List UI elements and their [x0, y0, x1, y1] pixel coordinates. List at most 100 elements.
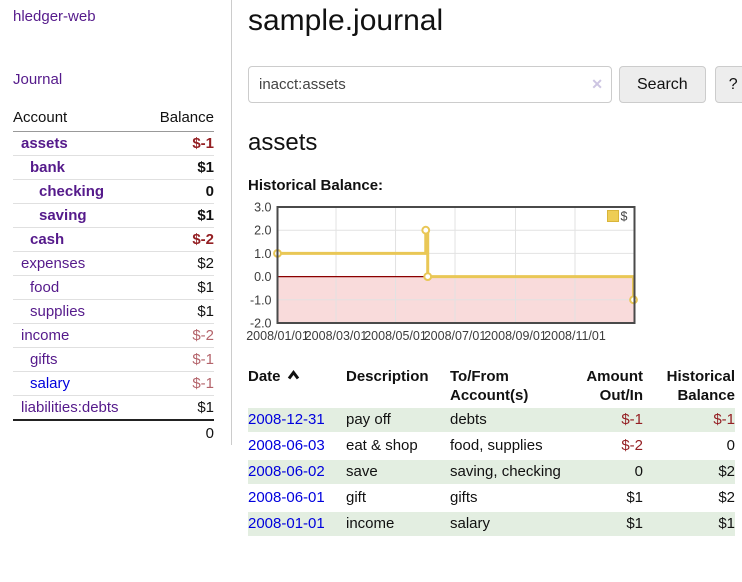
- transaction-row: 2008-01-01 income salary $1 $1: [248, 512, 735, 536]
- transaction-date-link[interactable]: 2008-06-03: [248, 437, 325, 454]
- transaction-description: pay off: [346, 408, 450, 432]
- account-row: supplies $1: [13, 299, 214, 324]
- search-input[interactable]: [248, 66, 612, 103]
- account-row: saving $1: [13, 203, 214, 228]
- svg-text:3.0: 3.0: [254, 201, 271, 215]
- help-button[interactable]: ?: [714, 66, 742, 103]
- account-balance: $-2: [159, 323, 214, 348]
- account-row: liabilities:debts $1: [13, 395, 214, 421]
- svg-text:2008/01/01: 2008/01/01: [246, 329, 309, 343]
- account-row: income $-2: [13, 323, 214, 348]
- transaction-date-link[interactable]: 2008-12-31: [248, 411, 325, 428]
- svg-text:2.0: 2.0: [254, 224, 271, 238]
- sort-ascending-icon: [287, 370, 299, 380]
- transaction-accounts: debts: [450, 408, 562, 432]
- sidebar-account-link[interactable]: gifts: [30, 351, 58, 368]
- page: hledger-web Journal Account Balance asse…: [0, 0, 742, 538]
- sidebar-account-link[interactable]: liabilities:debts: [21, 399, 119, 416]
- transaction-balance: $2: [718, 489, 735, 506]
- transaction-row: 2008-06-03 eat & shop food, supplies $-2 0: [248, 434, 735, 458]
- clear-search-icon[interactable]: ✕: [591, 76, 603, 92]
- sidebar-item-journal[interactable]: Journal: [13, 71, 63, 88]
- account-balance: $1: [159, 395, 214, 421]
- sidebar-account-link[interactable]: supplies: [30, 303, 86, 320]
- account-balance: $1: [159, 275, 214, 300]
- account-balance: $-1: [159, 347, 214, 372]
- transaction-balance: $2: [643, 460, 735, 484]
- account-balance: $2: [159, 251, 214, 276]
- account-balance: $1: [159, 299, 214, 324]
- transaction-accounts: salary: [450, 512, 562, 536]
- accounts-body: assets $-1 bank $1 checking 0 saving $1 cash $-2 e…: [13, 131, 214, 421]
- transaction-accounts: saving, checking: [450, 460, 562, 484]
- sidebar-account-link[interactable]: checking: [39, 183, 105, 200]
- svg-text:0.0: 0.0: [254, 270, 271, 284]
- transaction-date-link[interactable]: 2008-01-01: [248, 515, 325, 532]
- main-content: sample.journal ✕ Search ? assets Histori…: [232, 0, 742, 538]
- svg-text:2008/05/01: 2008/05/01: [364, 329, 427, 343]
- account-balance: 0: [159, 179, 214, 204]
- column-header-description: Description: [346, 368, 429, 385]
- column-header-accounts: To/From Account(s): [450, 368, 529, 404]
- accounts-total-value: 0: [159, 419, 214, 446]
- transaction-row: 2008-06-01 gift gifts $1 $2: [248, 486, 735, 510]
- sidebar-account-link[interactable]: saving: [39, 207, 87, 224]
- register-header-row: Date Description To/From Account(s) Amou…: [248, 366, 735, 406]
- historical-balance-chart-svg: $3.0 2.0 1.0 0.0 -1.0 -2.02008/01/012008/03/0…: [246, 201, 638, 343]
- transaction-balance: $1: [643, 512, 735, 536]
- account-balance: $1: [159, 155, 214, 180]
- transaction-amount: $-2: [621, 437, 643, 454]
- sidebar-account-link[interactable]: expenses: [21, 255, 86, 272]
- transaction-balance: 0: [726, 437, 735, 454]
- transaction-accounts: food, supplies: [450, 437, 543, 454]
- transaction-date-link[interactable]: 2008-06-02: [248, 463, 325, 480]
- transaction-amount: 0: [562, 460, 643, 484]
- transaction-description: gift: [346, 489, 367, 506]
- transaction-date-link[interactable]: 2008-06-01: [248, 489, 325, 506]
- balance-column-header: Balance: [159, 107, 214, 132]
- accounts-total-row: 0: [13, 419, 214, 446]
- svg-text:$: $: [621, 210, 628, 224]
- sidebar-account-link[interactable]: bank: [30, 159, 66, 176]
- svg-text:2008/09/01: 2008/09/01: [484, 329, 547, 343]
- column-header-amount: Amount Out/In: [586, 368, 643, 404]
- historical-balance-chart: $3.0 2.0 1.0 0.0 -1.0 -2.0 2008/01/01 2008/03/0…: [246, 200, 643, 343]
- chart-title: Historical Balance:: [248, 177, 384, 194]
- transaction-amount: $-1: [562, 408, 643, 432]
- page-title: sample.journal: [248, 4, 444, 37]
- app-title[interactable]: hledger-web: [13, 8, 96, 25]
- sidebar-account-link[interactable]: cash: [30, 231, 65, 248]
- account-row: checking 0: [13, 179, 214, 204]
- account-row: bank $1: [13, 155, 214, 180]
- sidebar-account-link[interactable]: salary: [30, 375, 71, 392]
- sidebar-account-link[interactable]: assets: [21, 135, 68, 152]
- column-header-date[interactable]: Date: [248, 366, 346, 406]
- transaction-amount: $1: [626, 489, 643, 506]
- transaction-row: 2008-06-02 save saving, checking 0 $2: [248, 460, 735, 484]
- account-row: cash $-2: [13, 227, 214, 252]
- transaction-row: 2008-12-31 pay off debts $-1 $-1: [248, 408, 735, 432]
- account-column-header: Account: [13, 107, 160, 132]
- account-row: assets $-1: [13, 131, 214, 156]
- transaction-amount: $1: [562, 512, 643, 536]
- transaction-accounts: gifts: [450, 489, 478, 506]
- transaction-balance: $-1: [643, 408, 735, 432]
- sidebar: hledger-web Journal Account Balance asse…: [0, 0, 232, 446]
- account-row: expenses $2: [13, 251, 214, 276]
- svg-text:1.0: 1.0: [254, 247, 271, 261]
- register-body: 2008-12-31 pay off debts $-1 $-1 2008-06-03 ea…: [248, 408, 735, 536]
- search-button[interactable]: Search: [619, 66, 706, 103]
- accounts-table: Account Balance assets $-1 bank $1 checking 0…: [13, 107, 214, 446]
- account-balance: $1: [159, 203, 214, 228]
- sidebar-account-link[interactable]: income: [21, 327, 70, 344]
- account-row: salary $-1: [13, 371, 214, 396]
- transaction-description: save: [346, 460, 450, 484]
- search-bar: ✕ Search ?: [248, 66, 742, 103]
- transaction-description: eat & shop: [346, 437, 418, 454]
- sidebar-account-link[interactable]: food: [30, 279, 60, 296]
- column-header-balance: Historical Balance: [666, 368, 735, 404]
- svg-text:2008/03/01: 2008/03/01: [305, 329, 368, 343]
- accounts-header-row: Account Balance: [13, 107, 214, 132]
- account-row: food $1: [13, 275, 214, 300]
- svg-text:-1.0: -1.0: [250, 293, 272, 307]
